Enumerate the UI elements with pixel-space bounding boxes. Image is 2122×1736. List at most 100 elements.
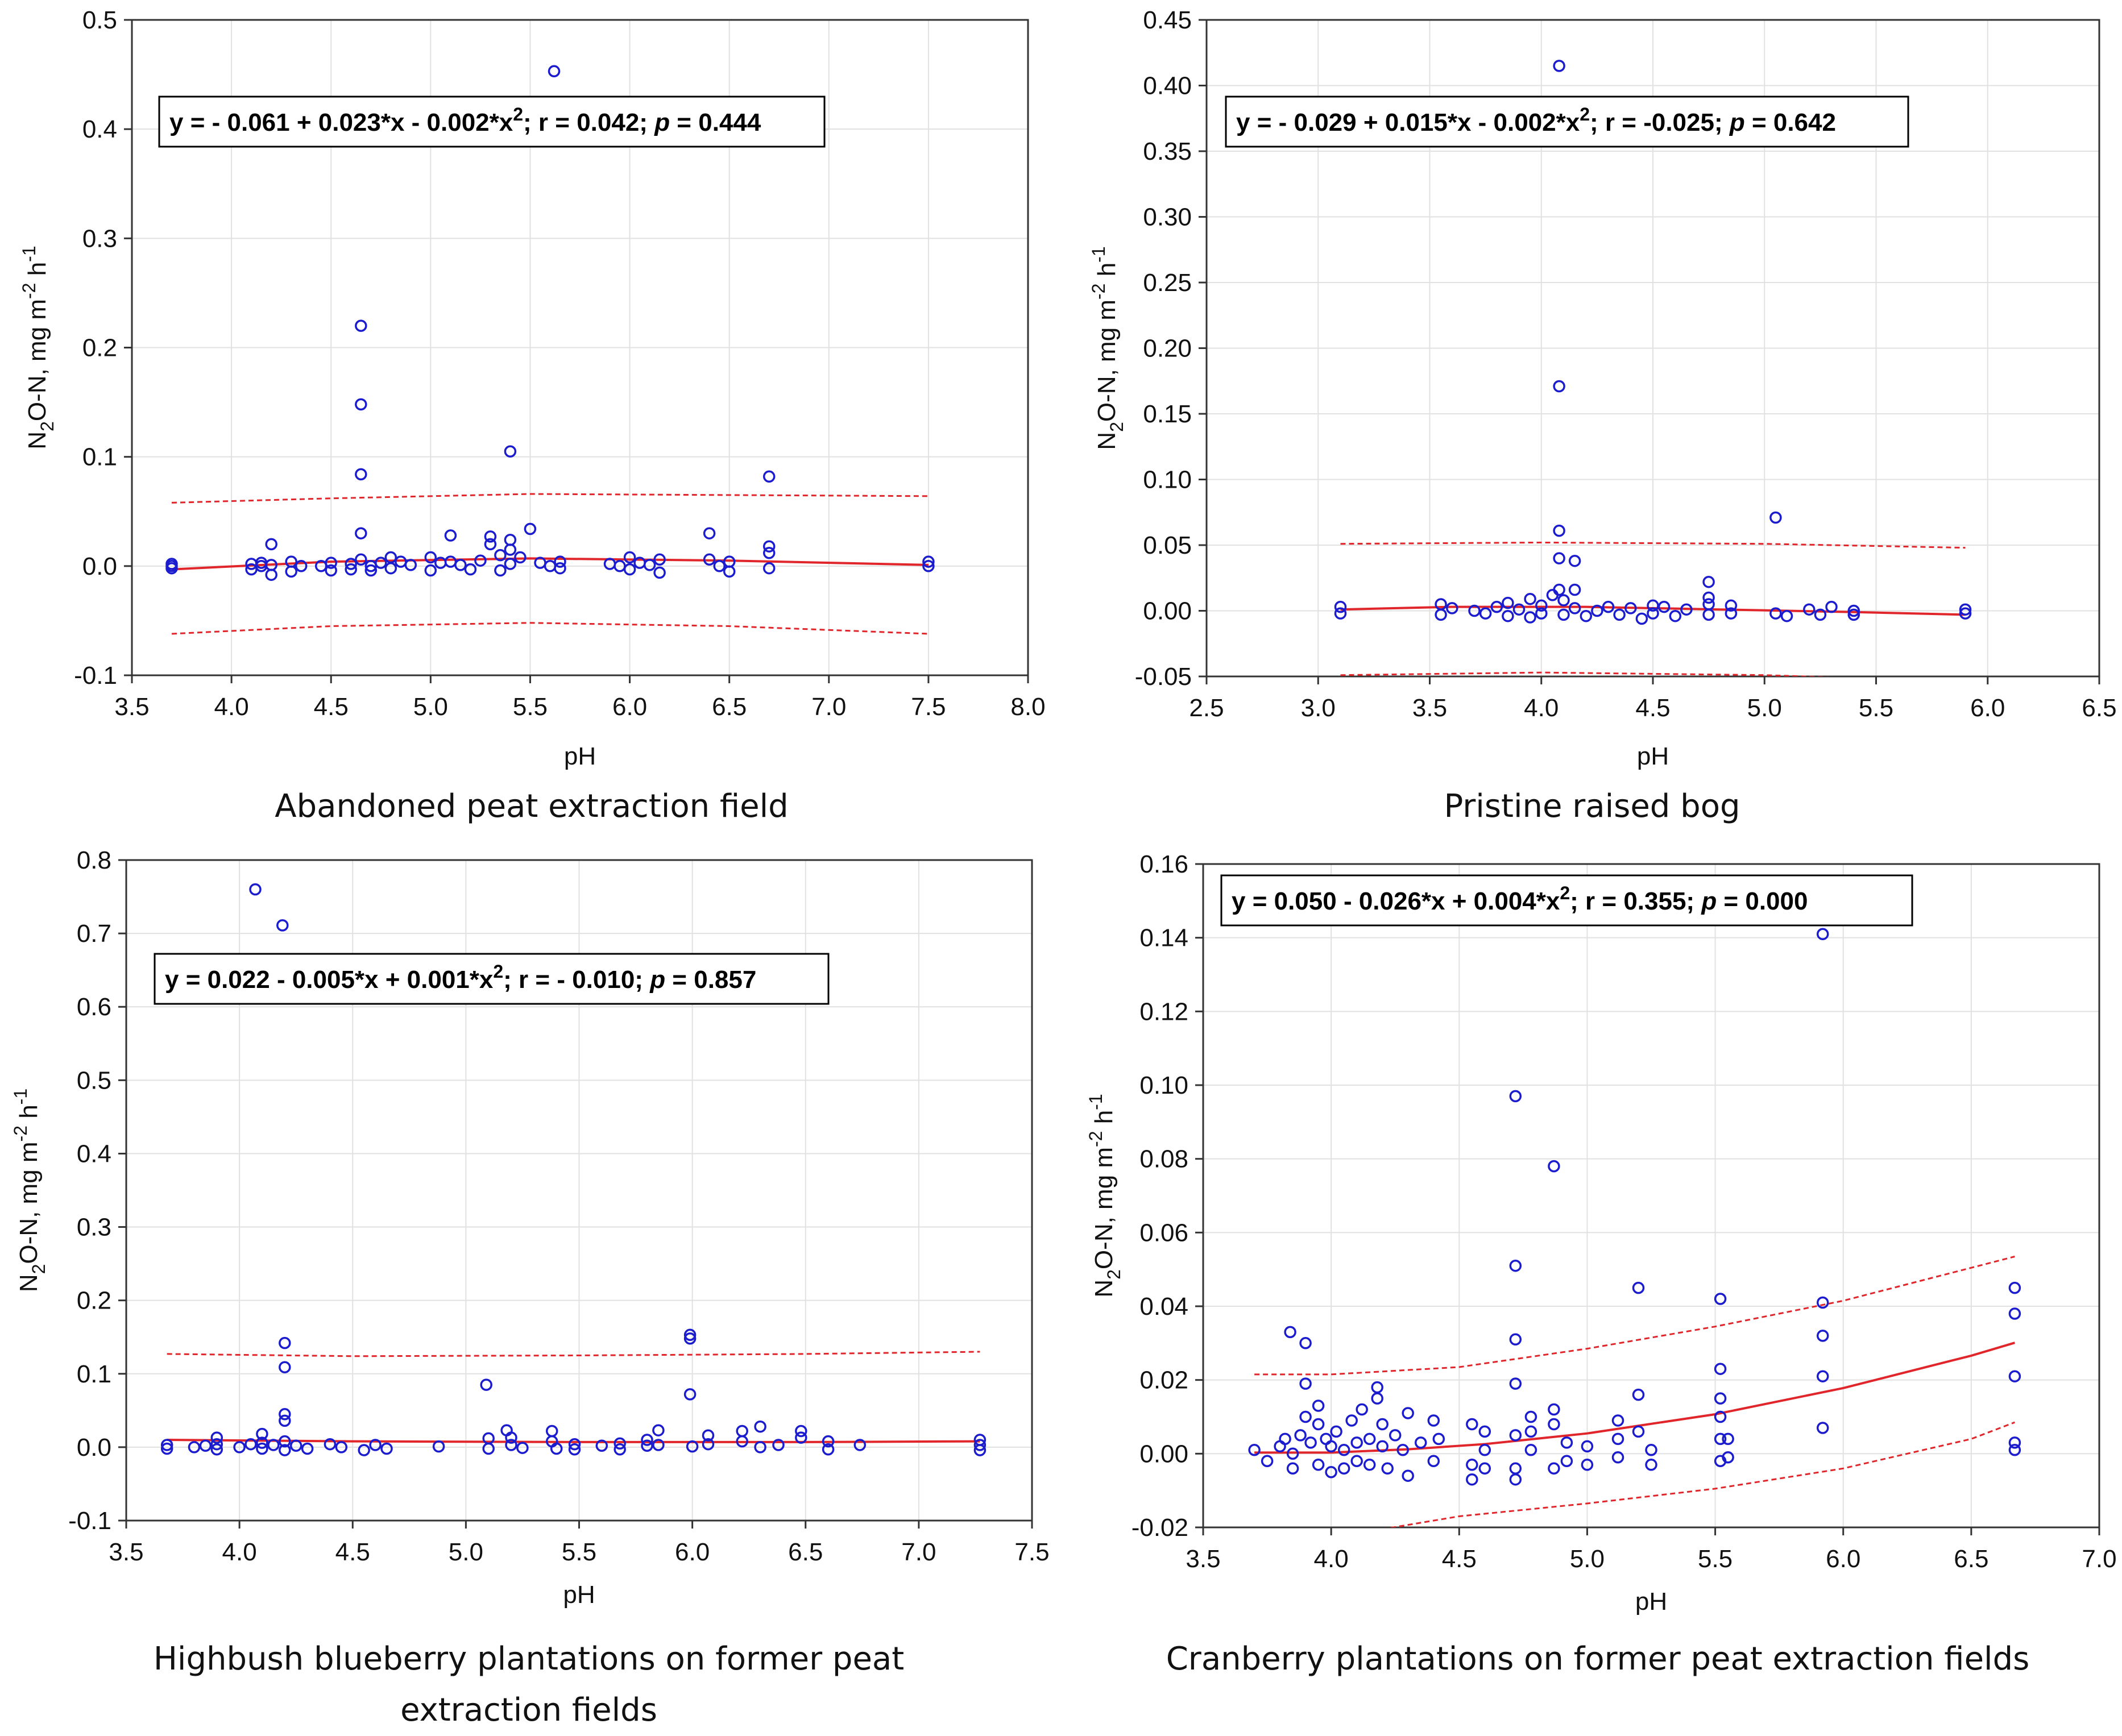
data-point (1478, 1444, 1491, 1456)
x-tick-label: 6.0 (612, 693, 647, 721)
data-point (1337, 1462, 1350, 1475)
data-point (1466, 1459, 1478, 1471)
confidence-lower-line (1388, 1421, 2015, 1527)
data-point (1611, 1432, 1624, 1446)
y-tick-label: -0.02 (1132, 1514, 1188, 1542)
data-point (652, 1424, 665, 1436)
data-point (545, 1424, 558, 1438)
equation-frame (1225, 95, 1909, 148)
data-points (165, 65, 935, 581)
data-point (1591, 604, 1603, 617)
data-point (1557, 594, 1570, 607)
data-point (1632, 1425, 1645, 1438)
y-tick-label: 0.2 (77, 1287, 111, 1315)
data-point (1548, 1403, 1560, 1416)
x-tick-label: 5.0 (1747, 694, 1782, 722)
data-point (1680, 603, 1693, 616)
data-point (1524, 1444, 1537, 1456)
y-tick-label: 0.14 (1139, 924, 1188, 952)
x-axis-title: pH (563, 1581, 595, 1609)
data-point (1468, 604, 1481, 617)
data-point (279, 1435, 291, 1448)
confidence-upper-line (1340, 541, 1966, 549)
y-tick-label: 0.7 (77, 920, 111, 948)
data-point (1294, 1429, 1307, 1442)
plot-area (165, 65, 935, 635)
data-point (285, 565, 297, 578)
y-tick-label: 0.10 (1143, 466, 1192, 494)
data-point (1479, 607, 1492, 620)
data-point (524, 522, 537, 535)
data-point (683, 1328, 697, 1342)
data-point (249, 883, 262, 896)
y-tick-label: 0.3 (82, 225, 117, 252)
data-point (345, 558, 357, 570)
data-point (256, 1442, 268, 1455)
data-point (1645, 1444, 1657, 1456)
data-point (1502, 609, 1514, 622)
data-point (754, 1441, 766, 1453)
data-point (1402, 1407, 1414, 1419)
x-tick-label: 6.0 (1826, 1545, 1860, 1573)
data-point (1560, 1436, 1573, 1449)
data-point (289, 1439, 302, 1452)
x-tick-label: 5.0 (449, 1538, 483, 1566)
data-point (1635, 612, 1648, 625)
data-point (345, 563, 357, 576)
x-tick-label: 4.0 (1314, 1545, 1349, 1573)
caption-pristine-raised-bog: Pristine raised bog (1444, 788, 1740, 825)
data-point (623, 551, 636, 564)
x-tick-label: 2.5 (1189, 694, 1224, 722)
data-point (1714, 1363, 1727, 1375)
data-point (1714, 1392, 1727, 1405)
x-tick-label: 4.0 (222, 1538, 257, 1566)
data-point (922, 555, 935, 568)
data-point (244, 1438, 257, 1451)
data-point (1435, 608, 1447, 621)
y-tick-label: 0.5 (82, 6, 117, 34)
data-point (1334, 607, 1347, 620)
x-axis-title: pH (1637, 742, 1669, 770)
data-point (1535, 607, 1548, 620)
y-axis-title: N2O-N, mg m-2 h-1 (19, 246, 57, 449)
data-point (973, 1439, 987, 1451)
y-tick-label: 0.0 (77, 1434, 111, 1461)
data-point (1524, 1410, 1537, 1423)
x-tick-label: 5.0 (413, 693, 448, 721)
data-point (285, 555, 297, 568)
confidence-lower-line (171, 622, 929, 635)
data-point (210, 1438, 223, 1451)
data-point (210, 1443, 223, 1456)
plot-frame (1202, 863, 2100, 1529)
data-point (1356, 1403, 1368, 1416)
data-point (256, 1427, 268, 1440)
data-point (375, 556, 387, 569)
data-point (548, 65, 561, 78)
gridlines (1203, 863, 2100, 1528)
data-point (1568, 554, 1581, 567)
confidence-upper-line (1254, 1256, 2015, 1376)
data-point (505, 1439, 517, 1451)
y-tick-label: 0.40 (1143, 72, 1192, 100)
data-point (1568, 602, 1581, 614)
data-point (1611, 1414, 1624, 1427)
data-point (595, 1439, 608, 1452)
x-tick-label: 3.5 (1412, 694, 1447, 722)
data-point (1509, 1473, 1522, 1486)
data-point (1959, 607, 1972, 620)
data-point (922, 560, 935, 572)
x-axis-title: pH (1635, 1588, 1667, 1615)
data-point (188, 1441, 201, 1453)
regression-equation: y = - 0.029 + 0.015*x - 0.002*x2; r = -0… (1236, 104, 1836, 136)
data-point (1345, 1414, 1358, 1427)
data-point (464, 563, 477, 576)
regression-equation: y = 0.022 - 0.005*x + 0.001*x2; r = - 0.… (165, 961, 756, 994)
data-point (324, 1438, 337, 1451)
data-point (1286, 1447, 1299, 1460)
data-point (1427, 1414, 1440, 1427)
data-point (279, 1444, 291, 1456)
data-point (1647, 607, 1659, 620)
regression-equation-box: y = 0.022 - 0.005*x + 0.001*x2; r = - 0.… (154, 953, 830, 1005)
data-point (1509, 1090, 1522, 1103)
y-tick-label: -0.1 (68, 1507, 111, 1535)
